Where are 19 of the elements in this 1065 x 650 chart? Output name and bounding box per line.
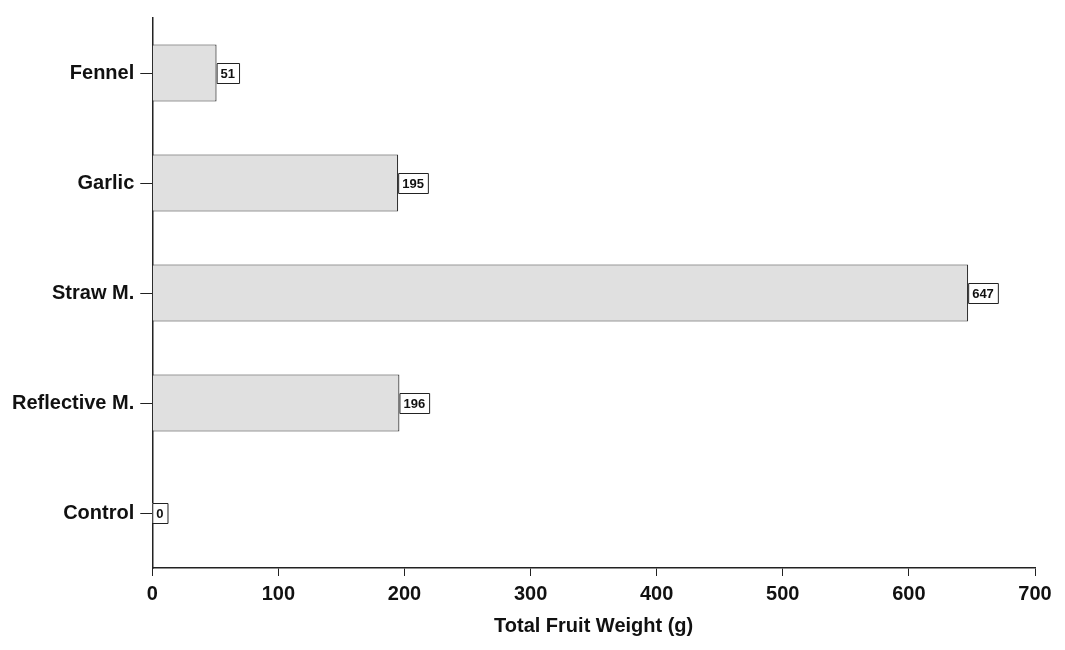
y-tick-label: Control — [63, 500, 135, 523]
x-tick-label: 0 — [146, 581, 158, 604]
data-label: 51 — [220, 65, 236, 81]
y-tick-label: Straw M. — [52, 280, 135, 303]
y-tick-label: Garlic — [77, 170, 135, 193]
data-label: 196 — [403, 395, 426, 411]
x-tick-label: 300 — [513, 581, 548, 604]
data-label: 647 — [972, 285, 994, 301]
y-tick-label: Fennel — [69, 60, 135, 83]
y-tick-label: Reflective M. — [12, 390, 135, 413]
x-tick-label: 200 — [387, 581, 422, 604]
x-tick-label: 600 — [892, 581, 926, 604]
x-tick-label: 500 — [766, 581, 800, 604]
data-label: 0 — [156, 505, 164, 521]
x-tick-label: 400 — [640, 581, 674, 604]
x-axis-title: Total Fruit Weight (g) — [494, 613, 694, 636]
x-tick-label: 100 — [261, 581, 296, 604]
data-label: 195 — [402, 175, 424, 191]
x-tick-label: 700 — [1018, 581, 1052, 604]
